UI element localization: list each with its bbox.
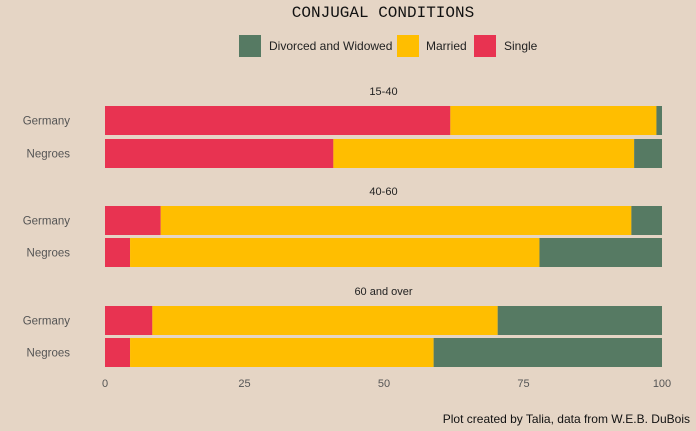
x-tick-label: 50 (378, 378, 390, 390)
legend: Divorced and Widowed Married Single (239, 35, 538, 57)
plot-area: 15-40 Germany Negroes 40-60 Germany Negroes 60… (23, 86, 662, 367)
bar-segment-single (105, 306, 153, 335)
category-label: Negroes (27, 149, 71, 161)
x-axis: 0 25 50 75 100 (102, 378, 671, 390)
legend-label-single: Single (504, 39, 538, 53)
x-tick-label: 100 (653, 378, 671, 390)
bar-segment-married (152, 306, 498, 335)
bar-segment-single (105, 106, 451, 135)
chart-title: CONJUGAL CONDITIONS (292, 4, 474, 22)
x-tick-label: 25 (238, 378, 250, 390)
x-tick-label: 0 (102, 378, 108, 390)
category-label: Negroes (27, 348, 71, 360)
bar-segment-single (105, 206, 161, 235)
bar-segment-married (130, 238, 540, 267)
bar-segment-divorced-and-widowed (497, 306, 662, 335)
facet-label: 15-40 (369, 86, 397, 98)
x-tick-label: 75 (517, 378, 529, 390)
bar-segment-divorced-and-widowed (631, 206, 662, 235)
bar-segment-single (105, 338, 131, 367)
legend-swatch-divorced-widowed (239, 35, 261, 57)
legend-swatch-single (474, 35, 496, 57)
bar-segment-divorced-and-widowed (656, 106, 662, 135)
legend-label-married: Married (426, 39, 467, 53)
bar-segment-single (105, 139, 334, 168)
bar-segment-divorced-and-widowed (634, 139, 662, 168)
bar-segment-divorced-and-widowed (433, 338, 662, 367)
category-label: Negroes (27, 248, 71, 260)
bar-segment-married (333, 139, 635, 168)
legend-swatch-married (397, 35, 419, 57)
category-label: Germany (23, 216, 71, 228)
facet-label: 40-60 (369, 186, 397, 198)
facet-label: 60 and over (354, 286, 412, 298)
chart-caption: Plot created by Talia, data from W.E.B. … (443, 412, 690, 426)
category-label: Germany (23, 316, 71, 328)
bar-segment-single (105, 238, 131, 267)
category-label: Germany (23, 116, 71, 128)
bar-segment-married (450, 106, 657, 135)
bar-segment-married (130, 338, 434, 367)
bar-segment-married (160, 206, 632, 235)
bar-segment-divorced-and-widowed (539, 238, 662, 267)
legend-label-divorced-widowed: Divorced and Widowed (269, 39, 392, 53)
